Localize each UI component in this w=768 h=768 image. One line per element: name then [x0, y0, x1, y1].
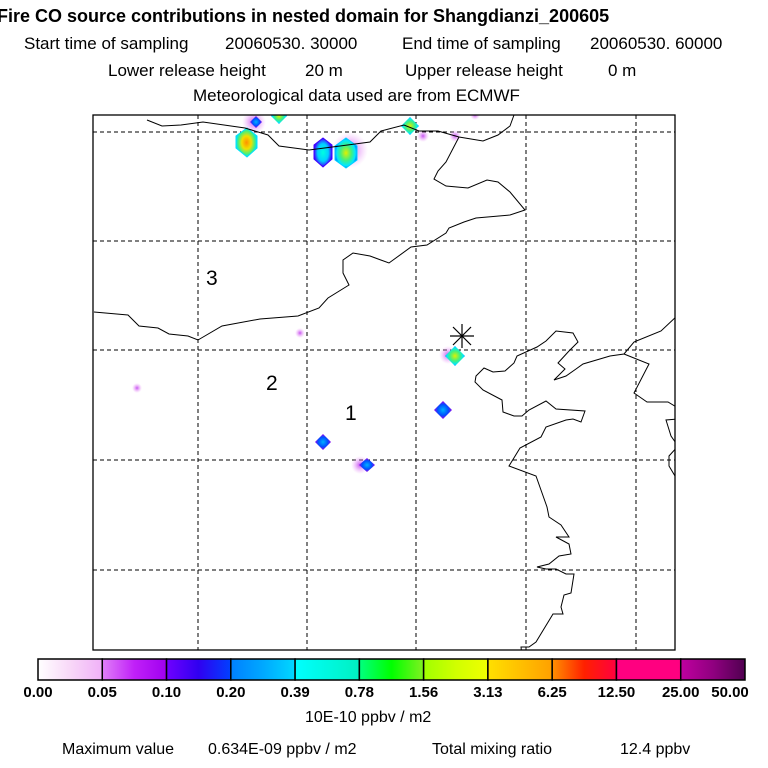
colorbar-segment: [358, 658, 425, 681]
plume: [250, 116, 262, 128]
plume: [401, 117, 419, 135]
end-time-value: 20060530. 60000: [590, 34, 723, 53]
asterisk-icon: [450, 324, 474, 348]
colorbar-tick-label: 6.25: [537, 684, 567, 701]
region-label-2: 2: [266, 372, 278, 395]
end-time-label: End time of sampling: [402, 34, 561, 53]
plume: [470, 115, 480, 120]
plume: [315, 434, 331, 450]
plume: [235, 127, 258, 158]
coastlines: [93, 115, 675, 650]
colorbar-tick-label: 50.00: [711, 684, 749, 701]
colorbar-segment: [422, 658, 489, 681]
colorbar-units: 10E-10 ppbv / m2: [305, 709, 432, 726]
total-mixing-value: 12.4 ppbv: [620, 741, 691, 758]
lower-height-value: 20 m: [305, 61, 343, 80]
total-mixing-label: Total mixing ratio: [432, 741, 553, 758]
colorbar-tick-label: 0.78: [344, 684, 374, 701]
grid-lines: [93, 115, 675, 650]
start-time-label: Start time of sampling: [24, 34, 189, 53]
start-time-value: 20060530. 30000: [225, 34, 358, 53]
plot-title: Fire CO source contributions in nested d…: [0, 6, 610, 26]
plume: [313, 137, 333, 168]
lower-height-label: Lower release height: [108, 61, 266, 80]
plume: [434, 401, 452, 419]
colorbar-tick-label: 1.56: [409, 684, 439, 701]
map-frame: [92, 114, 676, 651]
plume: [271, 115, 287, 124]
max-value-label: Maximum value: [62, 741, 175, 758]
fire-plumes: [132, 115, 480, 474]
plume: [132, 383, 142, 393]
plume: [359, 458, 375, 472]
met-data-line: Meteorological data used are from ECMWF: [193, 86, 520, 105]
upper-height-label: Upper release height: [405, 61, 563, 80]
colorbar-segment: [487, 658, 553, 681]
plume: [417, 130, 429, 142]
colorbar-segment: [551, 658, 618, 681]
colorbar-segment: [101, 658, 168, 681]
colorbar-tick-label: 0.20: [216, 684, 246, 701]
colorbar-tick-label: 0.05: [87, 684, 117, 701]
colorbar-tick-label: 0.10: [151, 684, 182, 701]
colorbar-segment: [615, 658, 682, 681]
colorbar-segment: [165, 658, 232, 681]
plume: [445, 346, 465, 366]
max-value: 0.634E-09 ppbv / m2: [208, 741, 357, 758]
colorbar-tick-label: 12.50: [597, 684, 636, 701]
region-label-1: 1: [345, 402, 357, 425]
plume: [295, 328, 305, 338]
colorbar: [37, 658, 746, 681]
colorbar-tick-label: 3.13: [473, 684, 503, 701]
colorbar-segment: [294, 658, 361, 681]
upper-height-value: 0 m: [608, 61, 637, 80]
colorbar-segment: [679, 658, 746, 681]
colorbar-tick-label: 0.39: [280, 684, 310, 701]
colorbar-segment: [230, 658, 296, 681]
region-label-3: 3: [206, 267, 218, 290]
colorbar-tick-label: 0.00: [23, 684, 53, 701]
colorbar-segment: [37, 658, 104, 681]
colorbar-tick-label: 25.00: [661, 684, 700, 701]
